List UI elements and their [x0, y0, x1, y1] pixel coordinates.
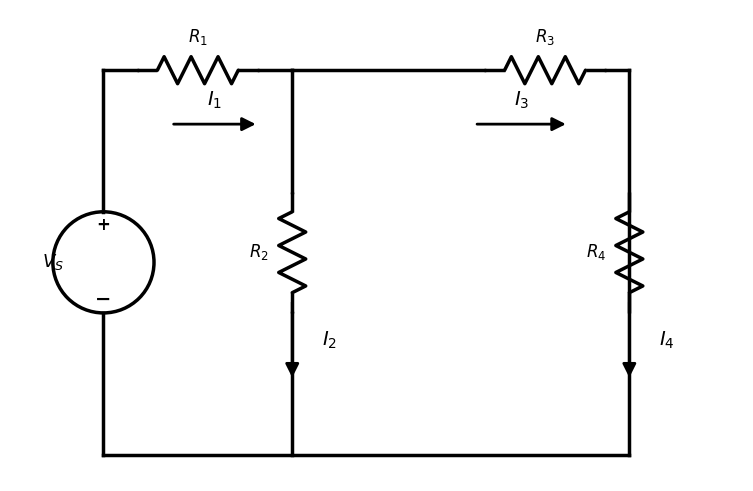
Text: +: + — [96, 216, 111, 234]
Text: $R_1$: $R_1$ — [187, 27, 208, 47]
Text: $I_1$: $I_1$ — [207, 90, 222, 111]
Text: −: − — [95, 290, 111, 309]
Text: $I_2$: $I_2$ — [322, 329, 337, 351]
Text: $R_3$: $R_3$ — [535, 27, 555, 47]
Text: $V_S$: $V_S$ — [42, 252, 64, 273]
Text: $I_3$: $I_3$ — [514, 90, 529, 111]
Text: $R_4$: $R_4$ — [586, 242, 605, 262]
Text: $I_4$: $I_4$ — [659, 329, 674, 351]
Text: $R_2$: $R_2$ — [248, 242, 268, 262]
